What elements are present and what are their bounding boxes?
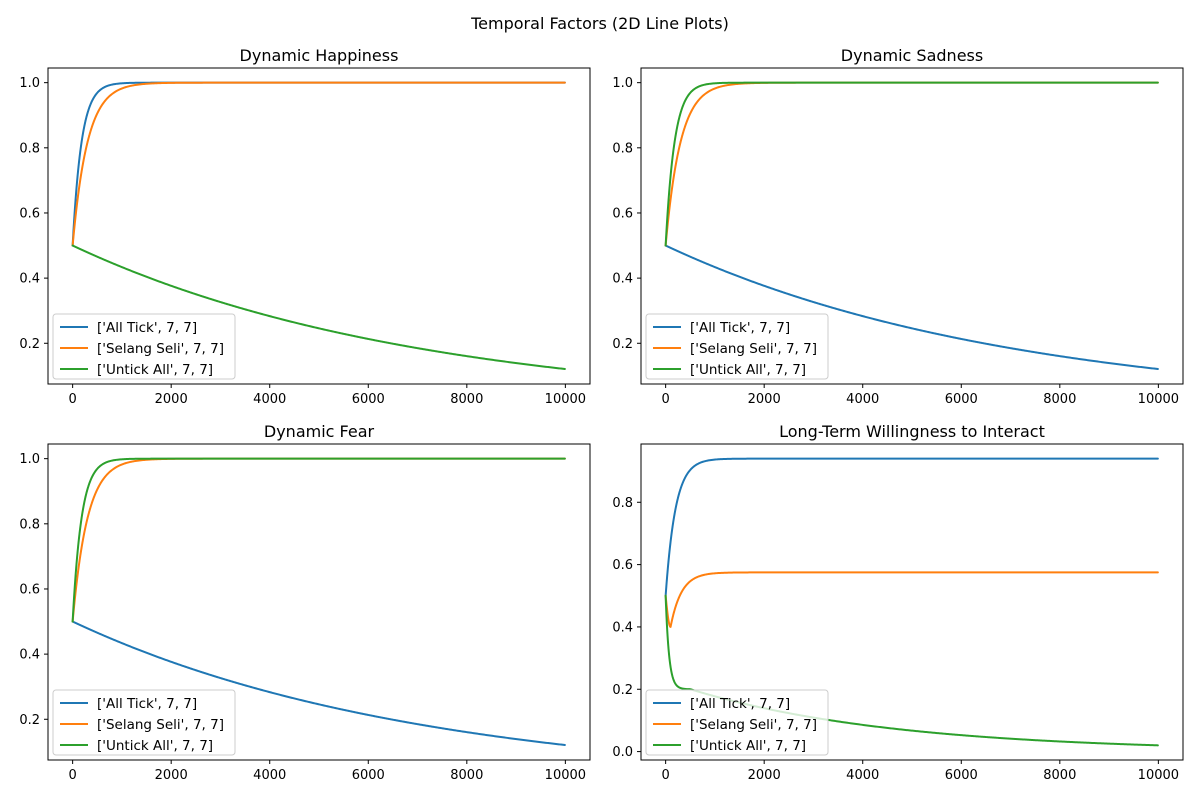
legend-label: ['Untick All', 7, 7]	[97, 362, 213, 378]
legend: ['All Tick', 7, 7] ['Selang Seli', 7, 7] […	[645, 689, 829, 756]
axes-frame	[640, 67, 1184, 385]
y-tick-label: 0.4	[19, 648, 40, 663]
legend-label: ['Untick All', 7, 7]	[690, 362, 806, 378]
legend: ['All Tick', 7, 7] ['Selang Seli', 7, 7] […	[52, 689, 236, 756]
x-tick-label: 6000	[352, 392, 385, 407]
plot-area	[664, 81, 1159, 371]
series-line-3	[71, 457, 566, 623]
plot-area	[71, 81, 566, 371]
series-line-3	[664, 81, 1159, 247]
legend-label: ['Selang Seli', 7, 7]	[97, 341, 224, 357]
x-tick-label: 2000	[748, 392, 781, 407]
y-tick-label: 0.6	[612, 558, 633, 573]
legend-label: ['Untick All', 7, 7]	[97, 738, 213, 754]
x-tick-label: 4000	[846, 768, 879, 783]
subplot-4: Long-Term Willingness to Interact 0 2000 40…	[612, 422, 1184, 783]
x-tick-label: 10000	[545, 768, 586, 783]
series-line-2	[664, 571, 1159, 628]
plot-area	[71, 457, 566, 747]
series-line-1	[664, 244, 1159, 371]
y-tick-label: 0.2	[19, 713, 40, 728]
x-tick-label: 10000	[1138, 392, 1179, 407]
y-tick-label: 0.6	[19, 582, 40, 597]
y-tick-label: 0.8	[612, 141, 633, 156]
y-tick-label: 0.6	[612, 206, 633, 221]
y-tick-label: 0.6	[19, 206, 40, 221]
y-tick-label: 0.2	[612, 683, 633, 698]
y-tick-label: 0.8	[19, 141, 40, 156]
x-tick-label: 4000	[846, 392, 879, 407]
x-tick-label: 8000	[450, 768, 483, 783]
axes-frame	[640, 443, 1184, 761]
x-tick-label: 10000	[1138, 768, 1179, 783]
legend-label: ['Selang Seli', 7, 7]	[690, 341, 817, 357]
subplot-3: Dynamic Fear 0 2000 4000 6000 8000 10000 0.2 0.4…	[19, 422, 591, 783]
y-tick-label: 1.0	[19, 76, 40, 91]
series-line-1	[71, 620, 566, 747]
x-tick-label: 6000	[945, 768, 978, 783]
x-tick-label: 0	[661, 768, 669, 783]
x-tick-label: 6000	[352, 768, 385, 783]
subplot-title: Dynamic Fear	[264, 422, 375, 441]
x-tick-label: 10000	[545, 392, 586, 407]
legend-label: ['Selang Seli', 7, 7]	[97, 717, 224, 733]
y-tick-label: 0.4	[19, 272, 40, 287]
figure-suptitle: Temporal Factors (2D Line Plots)	[470, 14, 729, 33]
y-tick-label: 0.4	[612, 272, 633, 287]
subplot-title: Dynamic Happiness	[240, 46, 399, 65]
legend: ['All Tick', 7, 7] ['Selang Seli', 7, 7] […	[52, 313, 236, 380]
axes-frame	[47, 443, 591, 761]
y-tick-label: 0.8	[19, 517, 40, 532]
legend-label: ['Untick All', 7, 7]	[690, 738, 806, 754]
subplot-title: Long-Term Willingness to Interact	[779, 422, 1045, 441]
x-tick-label: 6000	[945, 392, 978, 407]
legend-label: ['Selang Seli', 7, 7]	[690, 717, 817, 733]
subplot-1: Dynamic Happiness 0 2000 4000 6000 8000 10000 0…	[19, 46, 591, 407]
x-tick-label: 0	[661, 392, 669, 407]
x-tick-label: 2000	[155, 392, 188, 407]
legend-label: ['All Tick', 7, 7]	[690, 696, 790, 712]
y-tick-label: 0.2	[19, 337, 40, 352]
axes-frame	[47, 67, 591, 385]
x-tick-label: 0	[68, 768, 76, 783]
legend-label: ['All Tick', 7, 7]	[690, 320, 790, 336]
legend-label: ['All Tick', 7, 7]	[97, 696, 197, 712]
x-tick-label: 4000	[253, 392, 286, 407]
y-tick-label: 1.0	[19, 452, 40, 467]
y-tick-label: 0.2	[612, 337, 633, 352]
x-tick-label: 2000	[748, 768, 781, 783]
y-tick-label: 0.4	[612, 620, 633, 635]
y-tick-label: 0.8	[612, 496, 633, 511]
legend-label: ['All Tick', 7, 7]	[97, 320, 197, 336]
x-tick-label: 8000	[1043, 392, 1076, 407]
y-tick-label: 1.0	[612, 76, 633, 91]
y-tick-label: 0.0	[612, 745, 633, 760]
subplot-2: Dynamic Sadness 0 2000 4000 6000 8000 10000 0.2…	[612, 46, 1184, 407]
x-tick-label: 0	[68, 392, 76, 407]
x-tick-label: 8000	[1043, 768, 1076, 783]
series-line-1	[664, 457, 1159, 597]
subplot-title: Dynamic Sadness	[841, 46, 983, 65]
legend: ['All Tick', 7, 7] ['Selang Seli', 7, 7] […	[645, 313, 829, 380]
series-line-3	[71, 244, 566, 371]
series-line-2	[71, 81, 566, 247]
x-tick-label: 4000	[253, 768, 286, 783]
x-tick-label: 8000	[450, 392, 483, 407]
x-tick-label: 2000	[155, 768, 188, 783]
